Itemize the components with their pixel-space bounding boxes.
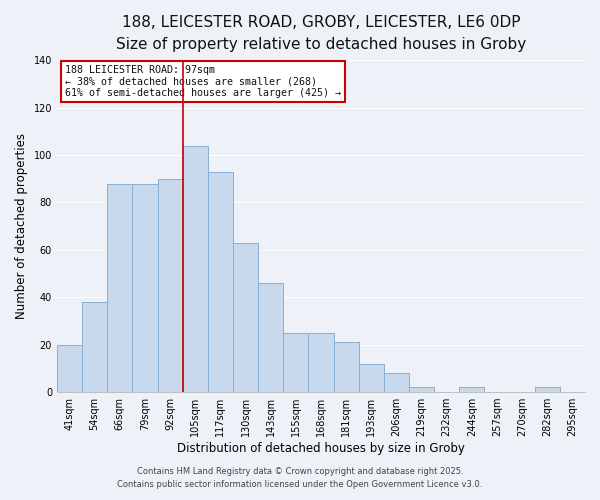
- Bar: [308, 333, 334, 392]
- X-axis label: Distribution of detached houses by size in Groby: Distribution of detached houses by size …: [177, 442, 465, 455]
- Y-axis label: Number of detached properties: Number of detached properties: [15, 133, 28, 319]
- Bar: [208, 172, 233, 392]
- Bar: [233, 243, 258, 392]
- Bar: [384, 373, 409, 392]
- Bar: [182, 146, 208, 392]
- Bar: [459, 388, 484, 392]
- Bar: [107, 184, 133, 392]
- Bar: [334, 342, 359, 392]
- Bar: [283, 333, 308, 392]
- Bar: [158, 179, 182, 392]
- Bar: [57, 344, 82, 392]
- Bar: [133, 184, 158, 392]
- Text: 188 LEICESTER ROAD: 97sqm
← 38% of detached houses are smaller (268)
61% of semi: 188 LEICESTER ROAD: 97sqm ← 38% of detac…: [65, 66, 341, 98]
- Bar: [359, 364, 384, 392]
- Bar: [409, 388, 434, 392]
- Bar: [258, 283, 283, 392]
- Text: Contains HM Land Registry data © Crown copyright and database right 2025.
Contai: Contains HM Land Registry data © Crown c…: [118, 468, 482, 489]
- Bar: [535, 388, 560, 392]
- Title: 188, LEICESTER ROAD, GROBY, LEICESTER, LE6 0DP
Size of property relative to deta: 188, LEICESTER ROAD, GROBY, LEICESTER, L…: [116, 15, 526, 52]
- Bar: [82, 302, 107, 392]
